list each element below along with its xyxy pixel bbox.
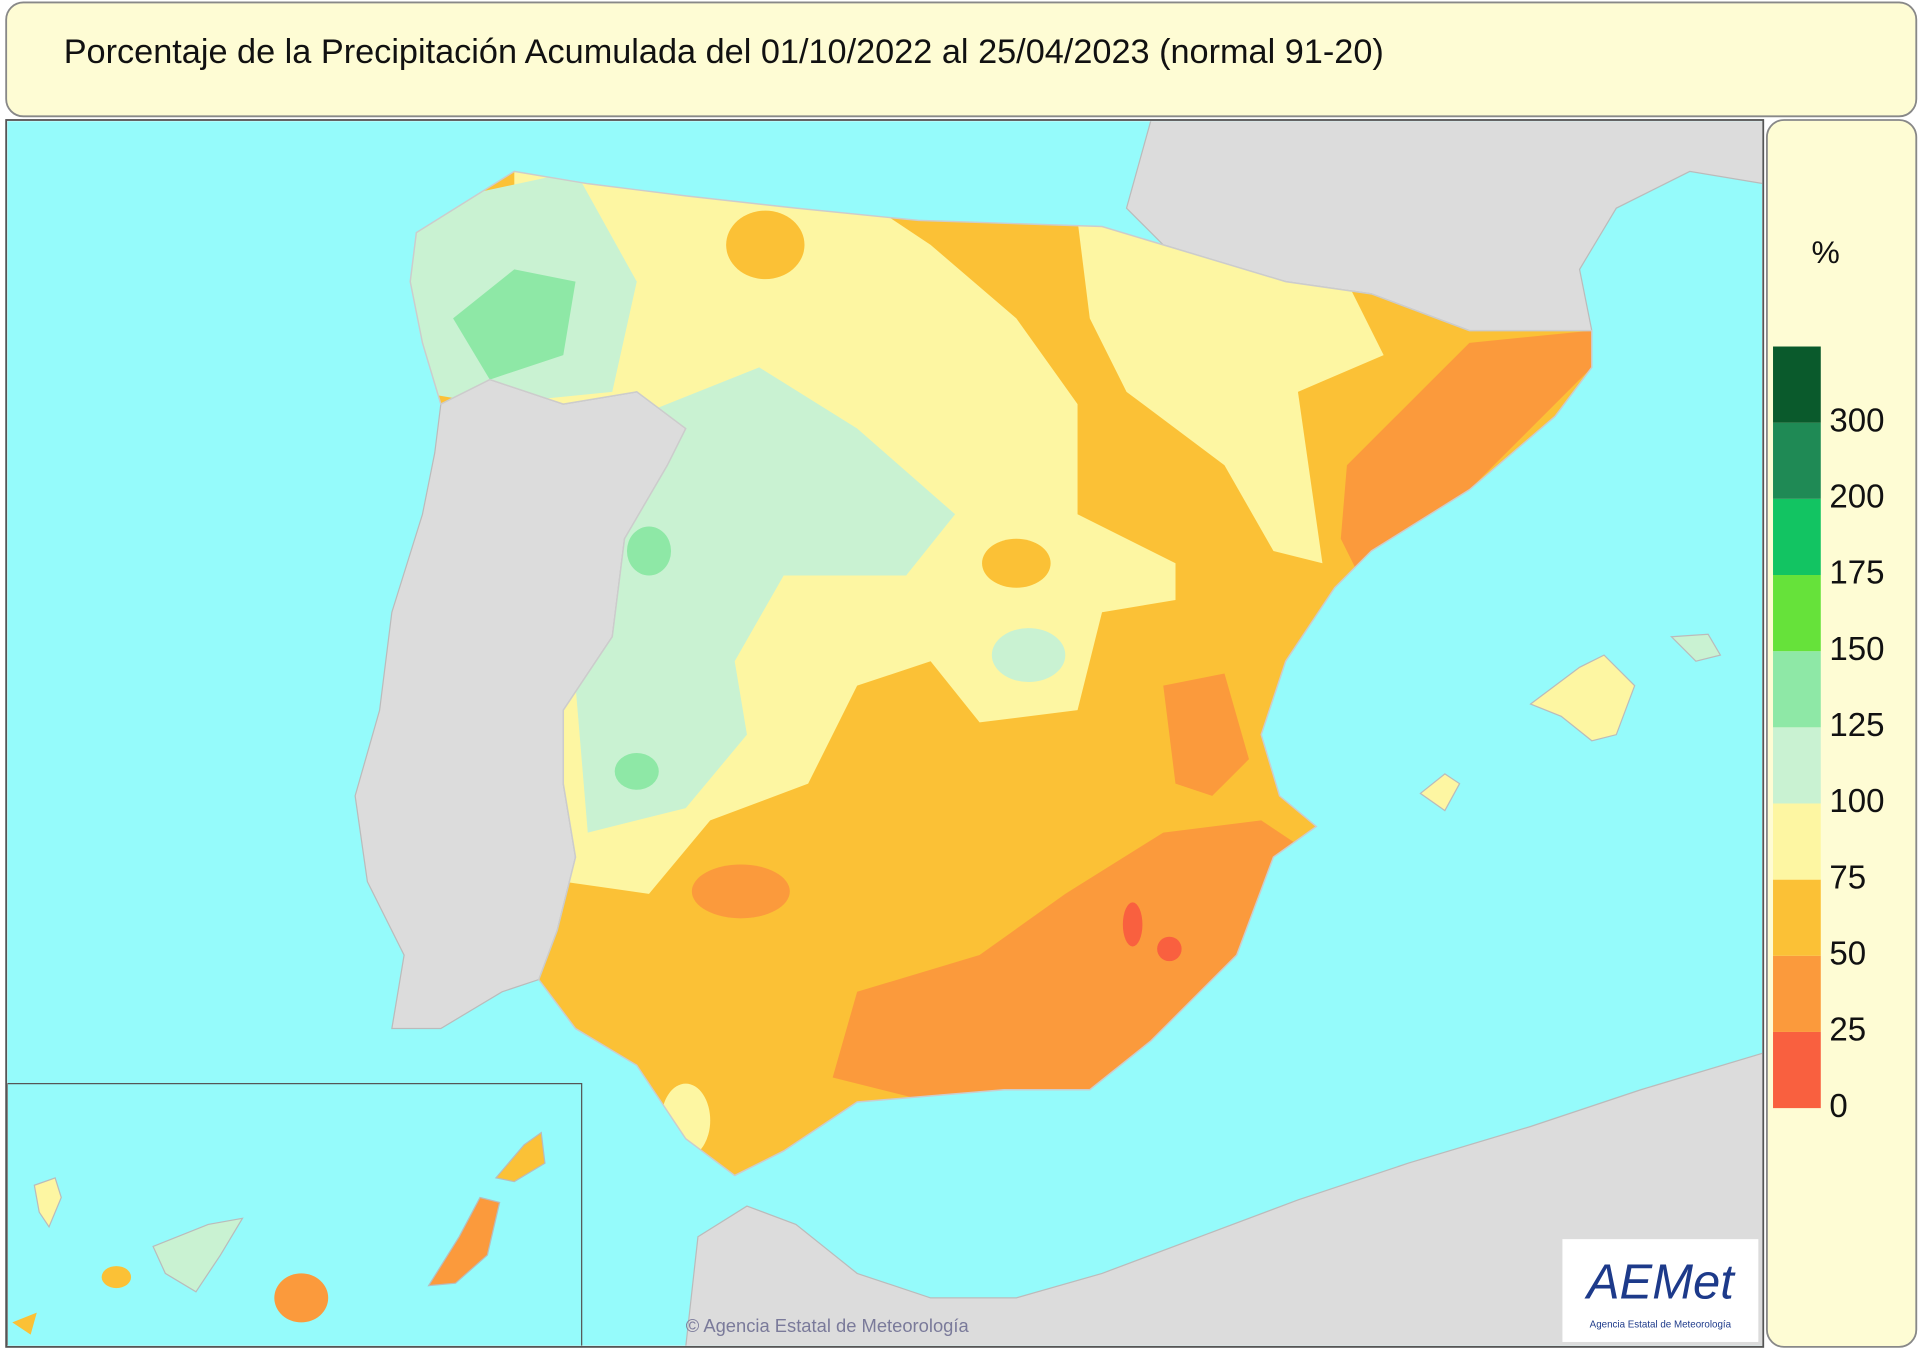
legend-swatch	[1773, 651, 1821, 728]
island	[427, 1196, 501, 1287]
legend-swatch	[1773, 955, 1821, 1032]
zone	[832, 820, 1298, 1102]
zone	[626, 526, 672, 576]
zone	[982, 538, 1051, 588]
zone	[1163, 673, 1249, 796]
legend-tick-label: 100	[1829, 783, 1884, 820]
legend-tick-label: 150	[1829, 631, 1884, 668]
zone	[991, 628, 1066, 683]
legend-swatch	[1773, 574, 1821, 652]
legend-tick-label: 175	[1829, 555, 1884, 592]
legend-tick-label: 75	[1829, 859, 1866, 896]
legend-tick-label: 300	[1829, 402, 1884, 439]
zone	[1077, 220, 1384, 564]
zone	[726, 210, 805, 280]
credit: © Agencia Estatal de Meteorología	[686, 1315, 970, 1336]
island	[33, 1177, 62, 1229]
title-box	[5, 1, 1918, 118]
island	[101, 1266, 132, 1289]
legend-tick-label: 50	[1829, 936, 1866, 973]
legend-swatch	[1773, 879, 1821, 956]
legend-tick-label: 125	[1829, 707, 1884, 744]
spain-outline	[409, 170, 1593, 1177]
mallorca	[1529, 654, 1636, 742]
legend: 0 25 50 75 100 125 150 175 200 300	[1773, 346, 1884, 1125]
zone	[1122, 902, 1143, 947]
logo-subtitle: Agencia Estatal de Meteorología	[1590, 1319, 1732, 1330]
legend-swatch	[1773, 346, 1821, 423]
legend-tick-label: 25	[1829, 1012, 1866, 1049]
zone	[575, 367, 956, 833]
legend-swatch	[1773, 422, 1821, 499]
map-frame	[5, 119, 1765, 1348]
zone	[1157, 936, 1182, 962]
zone	[614, 753, 659, 790]
map-title: Porcentaje de la Precipitación Acumulada…	[64, 33, 1384, 71]
menorca	[1670, 633, 1722, 662]
zone	[691, 864, 790, 919]
legend-tick-label: 200	[1829, 479, 1884, 516]
logo-box	[1562, 1239, 1759, 1342]
logo: AEMet	[1584, 1256, 1736, 1310]
island	[152, 1217, 244, 1293]
island	[494, 1131, 546, 1183]
legend-unit: %	[1812, 234, 1840, 270]
ibiza	[1419, 773, 1461, 812]
island	[12, 1312, 37, 1335]
africa	[685, 1052, 1763, 1346]
map-area: © Agencia Estatal de Meteorología AEMet …	[7, 121, 1763, 1346]
legend-swatch	[1773, 1031, 1821, 1109]
spain-zones	[410, 171, 1592, 1176]
zone	[1340, 330, 1592, 576]
legend-swatch	[1773, 803, 1821, 880]
legend-swatch	[1773, 727, 1821, 804]
legend-swatch	[1773, 498, 1821, 575]
zone	[453, 269, 576, 380]
island	[274, 1273, 329, 1323]
legend-tick-label: 0	[1829, 1088, 1847, 1125]
